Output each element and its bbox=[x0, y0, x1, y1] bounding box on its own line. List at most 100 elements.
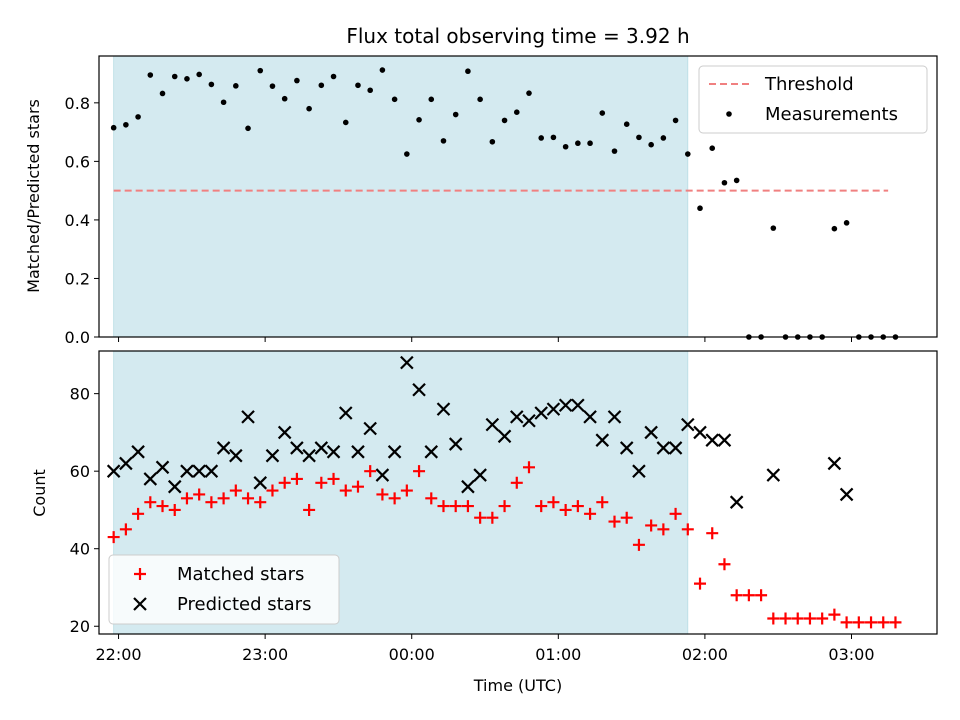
matched-stars-point bbox=[510, 476, 523, 489]
matched-stars-point bbox=[852, 616, 865, 629]
matched-stars-point bbox=[413, 465, 426, 478]
measurement-point bbox=[342, 119, 349, 126]
matched-stars-point bbox=[144, 496, 157, 509]
predicted-stars-point bbox=[204, 464, 219, 478]
measurement-point bbox=[623, 121, 630, 128]
y-tick-label: 40 bbox=[70, 540, 90, 559]
predicted-stars-point bbox=[253, 476, 268, 490]
matched-stars-point bbox=[608, 515, 621, 528]
y-tick-label: 0.4 bbox=[65, 211, 90, 230]
matched-stars-point bbox=[266, 484, 279, 497]
measurement-point bbox=[379, 67, 386, 73]
measurement-point bbox=[135, 114, 141, 120]
predicted-stars-point bbox=[510, 410, 524, 424]
measurement-point bbox=[452, 111, 459, 118]
matched-stars-point bbox=[168, 503, 181, 516]
matched-stars-point bbox=[547, 496, 560, 509]
bottom-y-axis-label: Count bbox=[30, 469, 49, 517]
predicted-stars-point bbox=[632, 464, 646, 478]
matched-stars-point bbox=[193, 488, 206, 501]
matched-stars-point bbox=[632, 538, 645, 551]
matched-stars-point bbox=[229, 484, 242, 497]
predicted-stars-point bbox=[216, 441, 231, 455]
predicted-stars-point bbox=[424, 445, 439, 459]
measurement-point bbox=[233, 83, 239, 89]
predicted-stars-point bbox=[619, 441, 634, 455]
predicted-stars-point bbox=[387, 445, 402, 459]
y-tick-label: 0.6 bbox=[65, 152, 90, 171]
matched-stars-point bbox=[498, 500, 511, 513]
legend-measurements-label: Measurements bbox=[765, 104, 898, 125]
predicted-stars-point bbox=[583, 410, 597, 424]
matched-stars-point bbox=[217, 492, 230, 505]
matched-stars-point bbox=[535, 500, 548, 513]
matched-stars-point bbox=[803, 612, 816, 625]
measurement-point bbox=[684, 151, 691, 157]
matched-stars-point bbox=[156, 500, 169, 513]
measurement-point bbox=[391, 96, 398, 103]
predicted-stars-point bbox=[668, 441, 683, 455]
predicted-stars-point bbox=[766, 468, 781, 482]
predicted-stars-point bbox=[717, 433, 732, 447]
predicted-stars-point bbox=[571, 398, 585, 413]
measurement-point bbox=[428, 96, 435, 103]
matched-stars-point bbox=[742, 589, 755, 602]
measurement-point bbox=[110, 124, 117, 131]
matched-stars-point bbox=[107, 531, 120, 544]
matched-stars-point bbox=[254, 496, 267, 509]
measurement-point bbox=[733, 177, 740, 184]
matched-stars-point bbox=[816, 612, 829, 625]
measurement-point bbox=[355, 82, 361, 89]
predicted-stars-point bbox=[363, 421, 377, 436]
x-tick-label: 00:00 bbox=[389, 645, 435, 664]
predicted-stars-point bbox=[729, 495, 744, 509]
measurement-point bbox=[660, 135, 667, 141]
predicted-stars-point bbox=[497, 429, 512, 444]
measurement-point bbox=[489, 138, 496, 145]
matched-stars-point bbox=[400, 484, 413, 497]
measurement-point bbox=[501, 117, 508, 124]
legend-threshold-label: Threshold bbox=[764, 74, 854, 95]
top-axes-frame bbox=[98, 55, 938, 338]
measurement-point bbox=[147, 72, 154, 78]
matched-stars-point bbox=[755, 589, 768, 602]
matched-stars-point bbox=[461, 500, 474, 513]
matched-stars-point bbox=[767, 612, 780, 625]
matched-stars-point bbox=[828, 608, 841, 621]
x-tick-label: 23:00 bbox=[242, 645, 288, 664]
predicted-stars-point bbox=[644, 425, 658, 440]
measurement-point bbox=[294, 77, 300, 84]
measurement-point bbox=[330, 73, 337, 80]
measurement-point bbox=[220, 99, 227, 106]
matched-stars-point bbox=[278, 476, 291, 489]
measurement-point bbox=[599, 110, 606, 116]
matched-stars-point bbox=[449, 500, 462, 513]
matched-stars-point bbox=[132, 507, 145, 520]
matched-stars-point bbox=[865, 616, 878, 629]
predicted-stars-point bbox=[167, 479, 182, 494]
matched-stars-point bbox=[376, 488, 389, 501]
top-panel: 0.00.20.40.60.8 Matched/Predicted stars … bbox=[24, 55, 938, 347]
measurement-point bbox=[709, 145, 716, 152]
matched-stars-point bbox=[425, 492, 438, 505]
matched-stars-point bbox=[180, 492, 193, 505]
predicted-stars-point bbox=[827, 456, 842, 471]
predicted-stars-point bbox=[180, 464, 194, 478]
predicted-stars-point bbox=[681, 417, 695, 432]
legend-predicted-swatch bbox=[133, 597, 147, 611]
measurement-point bbox=[196, 71, 202, 78]
predicted-stars-point bbox=[314, 441, 329, 455]
predicted-stars-point bbox=[326, 445, 341, 459]
matched-stars-point bbox=[522, 461, 535, 474]
matched-stars-point bbox=[571, 500, 584, 513]
predicted-stars-point bbox=[436, 402, 451, 416]
legend-predicted-label: Predicted stars bbox=[177, 594, 311, 615]
measurement-point bbox=[575, 140, 581, 147]
predicted-stars-point bbox=[705, 433, 720, 447]
predicted-stars-point bbox=[607, 410, 622, 424]
predicted-stars-point bbox=[338, 406, 353, 420]
x-tick-label: 03:00 bbox=[828, 645, 874, 664]
measurement-point bbox=[513, 109, 520, 115]
legend-measurements-swatch bbox=[726, 111, 732, 117]
